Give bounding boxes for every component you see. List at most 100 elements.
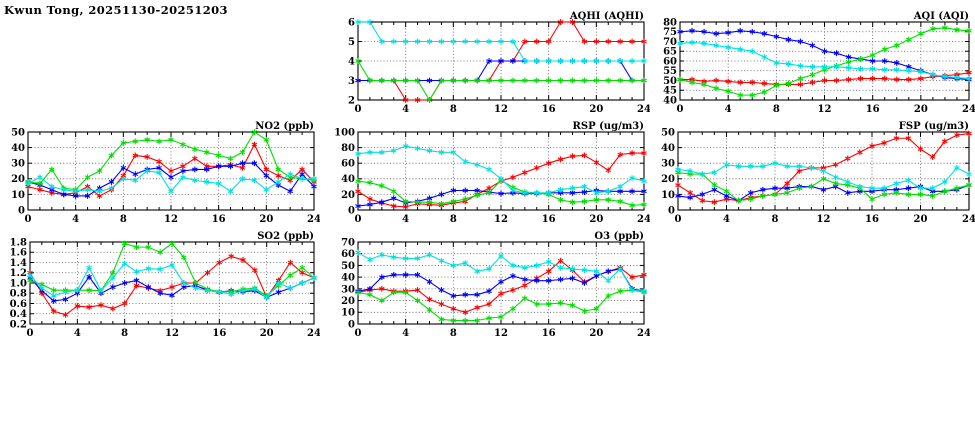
x-tick-label: 8: [772, 214, 779, 225]
x-tick-label: 12: [817, 214, 831, 225]
chart-aqhi: 2 3 4 5 6 0 4 8 12 16 20 24 AQHI (AQHI): [348, 11, 650, 115]
y-tick-label: 0: [668, 205, 675, 216]
x-tick-label: 16: [866, 104, 880, 115]
y-tick-label: 60: [663, 56, 677, 67]
y-tick-label: 20: [341, 296, 355, 307]
y-tick-label: 30: [661, 159, 675, 170]
y-tick-label: 40: [11, 143, 25, 154]
x-tick-label: 16: [542, 214, 556, 225]
x-tick-label: 24: [637, 214, 650, 225]
series-markers: [355, 287, 647, 324]
y-tick-label: 1.2: [10, 268, 27, 279]
y-tick-label: 5: [348, 37, 355, 48]
y-tick-label: 60: [341, 159, 355, 170]
x-tick-label: 8: [120, 214, 127, 225]
series-day3: [355, 58, 647, 103]
x-tick-label: 16: [865, 214, 879, 225]
y-tick-label: 60: [341, 249, 355, 260]
chart-title: O3 (ppb): [594, 231, 644, 242]
x-tick-label: 16: [542, 328, 556, 339]
y-tick-label: 40: [341, 273, 355, 284]
x-tick-label: 12: [818, 104, 832, 115]
y-tick-label: 1.0: [10, 278, 27, 289]
chart-title: AQHI (AQHI): [569, 11, 644, 22]
x-tick-label: 8: [450, 328, 457, 339]
gridlines: [680, 22, 969, 100]
chart-panel-o3: 0 10 20 30 40 50 60 70 0 4 8 12 16 20 24 O3 (ppb): [330, 230, 650, 348]
chart-panel-fsp: 0 10 20 30 40 50 0 4 8 12 16 20 24 FSP (ug/m3): [650, 120, 975, 232]
y-tick-label: 4: [348, 56, 355, 67]
y-tick-label: 0.2: [10, 319, 27, 330]
y-tick-label: 65: [663, 47, 677, 58]
x-tick-label: 20: [589, 214, 603, 225]
x-tick-label: 0: [355, 328, 362, 339]
chart-fsp: 0 10 20 30 40 50 0 4 8 12 16 20 24 FSP (ug/m3): [661, 121, 975, 225]
y-tick-label: 50: [661, 127, 675, 138]
y-tick-label: 20: [661, 174, 675, 185]
x-tick-label: 12: [494, 104, 508, 115]
x-tick-label: 4: [402, 328, 409, 339]
y-tick-label: 0: [18, 205, 25, 216]
page-title: Kwun Tong, 20251130-20251203: [4, 3, 228, 17]
series-markers: [355, 19, 647, 64]
gridlines: [30, 242, 314, 324]
gridlines: [358, 132, 644, 210]
y-tick-label: 1.4: [10, 258, 27, 269]
series-day3: [677, 24, 972, 99]
x-tick-label: 0: [675, 214, 682, 225]
x-tick-label: 4: [72, 214, 79, 225]
series-markers: [675, 160, 972, 192]
x-tick-label: 20: [589, 104, 603, 115]
series-day4: [355, 143, 647, 196]
x-tick-label: 20: [259, 214, 273, 225]
chart-panel-no2: 0 10 20 30 40 50 0 4 8 12 16 20 24 NO2 (ppb): [0, 120, 320, 232]
y-tick-label: 20: [341, 190, 355, 201]
y-tick-label: 20: [11, 174, 25, 185]
y-tick-label: 55: [663, 66, 677, 77]
x-tick-label: 4: [725, 104, 732, 115]
x-tick-label: 16: [542, 104, 556, 115]
x-tick-label: 4: [74, 328, 81, 339]
series-markers: [677, 39, 972, 82]
chart-title: RSP (ug/m3): [573, 121, 644, 132]
y-tick-label: 50: [341, 261, 355, 272]
y-tick-label: 40: [663, 95, 677, 106]
x-tick-label: 4: [402, 104, 409, 115]
chart-title: SO2 (ppb): [257, 231, 314, 242]
y-tick-label: 40: [661, 143, 675, 154]
series-markers: [677, 27, 972, 83]
y-tick-label: 70: [341, 237, 355, 248]
y-tick-label: 70: [663, 37, 677, 48]
x-tick-label: 20: [589, 328, 603, 339]
series-day4: [675, 160, 972, 192]
x-tick-label: 0: [355, 214, 362, 225]
y-tick-label: 50: [11, 127, 25, 138]
x-tick-label: 0: [677, 104, 684, 115]
x-tick-label: 20: [260, 328, 274, 339]
x-tick-label: 12: [164, 214, 178, 225]
y-tick-label: 6: [348, 17, 355, 28]
x-tick-label: 8: [121, 328, 128, 339]
series-day3: [355, 287, 647, 324]
x-tick-label: 0: [27, 328, 34, 339]
series-markers: [25, 168, 317, 195]
chart-title: AQI (AQI): [913, 11, 969, 22]
y-tick-label: 10: [661, 190, 675, 201]
y-tick-label: 0.6: [10, 299, 27, 310]
chart-rsp: 0 20 40 60 80 100 0 4 8 12 16 20 24 RSP (ug/m3): [334, 121, 650, 225]
x-tick-label: 0: [25, 214, 32, 225]
y-tick-label: 30: [11, 159, 25, 170]
x-tick-label: 24: [307, 214, 320, 225]
series-markers: [27, 260, 317, 301]
y-tick-label: 0: [348, 319, 355, 330]
series-line: [357, 145, 645, 194]
x-tick-label: 12: [165, 328, 179, 339]
chart-no2: 0 10 20 30 40 50 0 4 8 12 16 20 24 NO2 (ppb): [11, 121, 320, 225]
y-tick-label: 3: [348, 76, 355, 87]
series-markers: [355, 249, 647, 295]
chart-panel-so2: 0.2 0.4 0.6 0.8 1.0 1.2 1.4 1.6 1.8 0 4 8 12 16 20 24 SO…: [0, 230, 320, 348]
y-tick-label: 0.8: [10, 289, 27, 300]
